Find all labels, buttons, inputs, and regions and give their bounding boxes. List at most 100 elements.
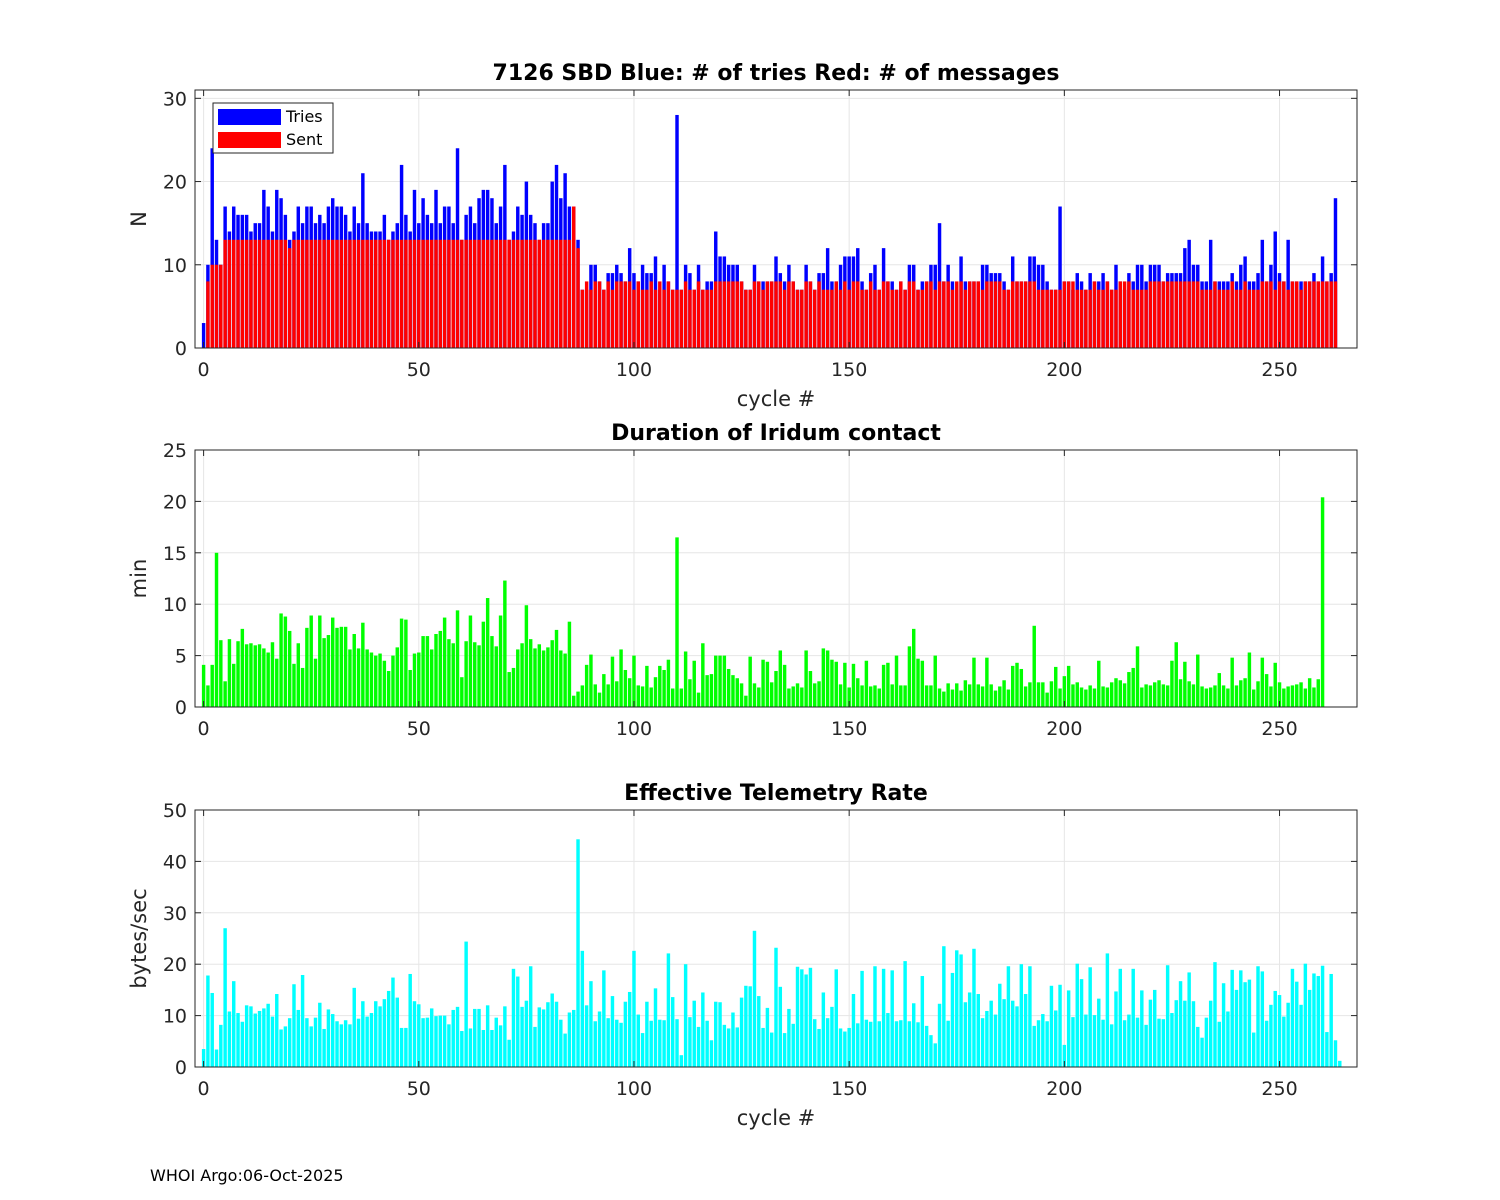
bar-duration-cycle-152 — [856, 678, 860, 707]
bar-duration-cycle-11 — [249, 643, 253, 707]
bar-rate-cycle-173 — [946, 1020, 950, 1067]
bar-sent-cycle-94 — [606, 281, 610, 348]
bar-rate-cycle-32 — [339, 1024, 344, 1067]
bar-rate-cycle-179 — [972, 948, 976, 1067]
bar-duration-cycle-165 — [911, 628, 916, 707]
bar-duration-cycle-60 — [460, 677, 464, 707]
bar-duration-cycle-126 — [744, 695, 748, 707]
bar-sent-cycle-142 — [813, 289, 817, 348]
bar-sent-cycle-176 — [959, 281, 963, 348]
bar-sent-cycle-51 — [421, 239, 425, 348]
bar-rate-cycle-29 — [326, 1009, 331, 1067]
bar-rate-cycle-67 — [490, 1029, 494, 1067]
bar-rate-cycle-156 — [873, 966, 877, 1067]
bar-rate-cycle-206 — [1088, 967, 1092, 1067]
bar-rate-cycle-205 — [1084, 1014, 1088, 1067]
bar-rate-cycle-23 — [300, 974, 305, 1067]
x-tick-label: 100 — [616, 718, 652, 740]
bar-sent-cycle-79 — [541, 239, 546, 348]
bar-rate-cycle-182 — [985, 1010, 989, 1067]
bar-rate-cycle-211 — [1109, 1024, 1114, 1067]
bar-rate-cycle-57 — [447, 1024, 451, 1067]
bar-sent-cycle-106 — [658, 281, 662, 348]
bar-rate-cycle-107 — [662, 1020, 666, 1067]
bar-sent-cycle-118 — [709, 289, 714, 348]
bar-duration-cycle-161 — [894, 655, 899, 707]
bar-sent-cycle-65 — [481, 239, 486, 348]
bar-rate-cycle-69 — [498, 1025, 503, 1067]
bar-rate-cycle-16 — [270, 1016, 275, 1067]
bar-rate-cycle-70 — [503, 1006, 507, 1067]
bar-sent-cycle-72 — [511, 239, 516, 348]
x-tick-label: 50 — [407, 718, 431, 740]
x-tick-label: 150 — [831, 359, 867, 381]
bar-sent-cycle-175 — [955, 281, 959, 348]
bar-duration-cycle-248 — [1269, 686, 1273, 707]
bar-sent-cycle-258 — [1312, 281, 1316, 348]
bar-rate-cycle-94 — [606, 1018, 610, 1067]
bar-rate-cycle-133 — [774, 947, 778, 1067]
x-tick-label: 50 — [407, 359, 431, 381]
bar-sent-cycle-255 — [1299, 289, 1303, 348]
bar-duration-cycle-256 — [1303, 688, 1308, 707]
bar-duration-cycle-55 — [438, 630, 443, 707]
bar-duration-cycle-17 — [275, 658, 279, 707]
bar-sent-cycle-262 — [1329, 281, 1333, 348]
bar-rate-cycle-121 — [722, 1024, 727, 1067]
bar-rate-cycle-58 — [451, 1009, 455, 1067]
bar-sent-cycle-191 — [1023, 281, 1028, 348]
bar-duration-cycle-96 — [615, 681, 619, 707]
bar-duration-cycle-37 — [361, 622, 365, 707]
bar-duration-cycle-241 — [1239, 680, 1243, 707]
bar-sent-cycle-85 — [567, 239, 572, 348]
bar-sent-cycle-110 — [675, 289, 679, 348]
bar-rate-cycle-76 — [528, 966, 533, 1067]
bar-duration-cycle-186 — [1002, 680, 1006, 707]
bar-duration-cycle-192 — [1028, 682, 1032, 707]
bar-duration-cycle-246 — [1260, 657, 1265, 707]
bar-sent-cycle-196 — [1045, 289, 1049, 348]
bar-rate-cycle-141 — [808, 967, 813, 1067]
bar-duration-cycle-147 — [834, 661, 838, 707]
bar-rate-cycle-191 — [1023, 994, 1028, 1067]
bar-rate-cycle-171 — [937, 1003, 942, 1067]
bar-duration-cycle-131 — [765, 661, 770, 707]
bar-rate-cycle-159 — [886, 1013, 890, 1067]
bar-duration-cycle-68 — [494, 646, 498, 707]
bar-rate-cycle-161 — [894, 1021, 899, 1067]
bar-sent-cycle-56 — [442, 239, 447, 348]
x-tick-label: 150 — [831, 718, 867, 740]
bar-sent-cycle-103 — [645, 289, 649, 348]
bar-sent-cycle-62 — [468, 239, 473, 348]
bar-duration-cycle-18 — [279, 613, 283, 707]
bar-sent-cycle-181 — [980, 289, 985, 348]
bar-sent-cycle-190 — [1019, 281, 1024, 348]
bar-duration-cycle-200 — [1062, 676, 1067, 707]
bar-duration-cycle-168 — [924, 685, 929, 707]
bar-duration-cycle-233 — [1204, 688, 1209, 707]
bar-duration-cycle-93 — [602, 674, 606, 707]
bar-rate-cycle-27 — [318, 1002, 322, 1067]
bar-rate-cycle-186 — [1002, 999, 1006, 1067]
bar-rate-cycle-195 — [1041, 1014, 1045, 1067]
x-tick-label: 0 — [198, 718, 210, 740]
bar-rate-cycle-207 — [1092, 1015, 1097, 1067]
bar-duration-cycle-146 — [830, 659, 834, 707]
x-tick-label: 0 — [198, 1078, 210, 1100]
bar-duration-cycle-92 — [597, 692, 602, 707]
bar-rate-cycle-106 — [658, 1019, 662, 1067]
y-tick-label: 30 — [163, 903, 187, 925]
bar-sent-cycle-50 — [417, 239, 421, 348]
bar-sent-cycle-145 — [825, 289, 830, 348]
bar-sent-cycle-29 — [326, 239, 331, 348]
bar-rate-cycle-115 — [696, 1026, 701, 1067]
bar-sent-cycle-139 — [800, 289, 804, 348]
bar-duration-cycle-181 — [980, 686, 985, 707]
telemetry-rate-panel: 0 50 100 150 200 250 0 10 20 30 40 50 Effective Tele… — [127, 781, 1358, 1130]
bar-sent-cycle-88 — [580, 289, 585, 348]
bar-duration-cycle-50 — [417, 652, 421, 707]
bar-sent-cycle-184 — [993, 281, 998, 348]
bar-sent-cycle-55 — [438, 239, 443, 348]
bar-sent-cycle-52 — [425, 239, 430, 348]
bar-duration-cycle-59 — [455, 610, 460, 707]
